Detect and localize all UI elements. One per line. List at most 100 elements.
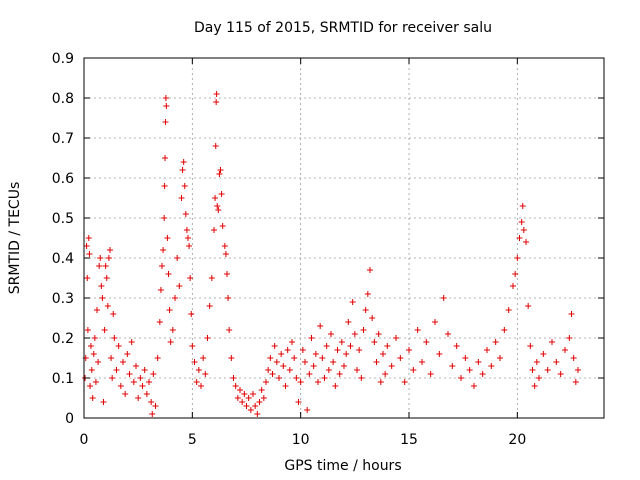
data-point xyxy=(323,343,330,349)
data-point xyxy=(225,295,232,301)
data-point xyxy=(475,359,482,365)
data-point xyxy=(512,271,519,277)
data-point xyxy=(211,227,217,233)
data-point xyxy=(440,295,447,301)
data-point xyxy=(570,355,577,361)
data-point xyxy=(471,383,477,389)
data-point xyxy=(401,379,408,385)
data-point xyxy=(293,375,300,381)
data-point xyxy=(176,283,183,289)
data-point xyxy=(161,183,168,189)
x-tick-label: 20 xyxy=(508,432,526,448)
data-point xyxy=(317,323,324,329)
data-point xyxy=(111,335,118,341)
data-point xyxy=(154,355,161,361)
y-tick-label: 0.5 xyxy=(52,211,74,227)
data-point xyxy=(198,383,204,389)
data-point xyxy=(185,235,191,241)
x-tick-label: 0 xyxy=(80,432,89,448)
x-tick-label: 10 xyxy=(292,432,310,448)
data-point xyxy=(137,375,144,381)
data-point xyxy=(228,355,235,361)
data-point xyxy=(540,351,547,357)
data-point xyxy=(189,343,196,349)
data-point xyxy=(208,275,215,281)
data-point xyxy=(347,343,354,349)
data-point xyxy=(172,295,178,301)
data-point xyxy=(518,219,525,225)
data-point xyxy=(204,335,211,341)
data-point xyxy=(179,167,186,173)
data-point xyxy=(406,347,412,353)
data-point xyxy=(212,143,219,149)
data-point xyxy=(191,359,198,365)
data-point xyxy=(216,171,223,177)
data-point xyxy=(117,383,124,389)
data-point xyxy=(141,367,148,373)
data-point xyxy=(180,159,187,165)
data-point xyxy=(202,371,209,377)
data-point xyxy=(271,343,278,349)
y-tick-label: 0.9 xyxy=(52,51,74,67)
data-point xyxy=(267,355,274,361)
data-point xyxy=(356,347,363,353)
data-point xyxy=(562,347,568,353)
x-axis-label: GPS time / hours xyxy=(284,458,401,474)
data-point xyxy=(256,399,263,405)
data-point xyxy=(243,403,250,409)
data-point xyxy=(213,99,220,105)
data-point xyxy=(182,211,189,217)
data-point xyxy=(384,343,391,349)
data-point xyxy=(501,327,508,333)
data-point xyxy=(104,303,111,309)
data-point xyxy=(304,407,311,413)
data-point xyxy=(96,263,103,269)
data-point xyxy=(146,379,152,385)
y-tick-label: 0.3 xyxy=(52,291,74,307)
data-point xyxy=(217,167,224,173)
data-point xyxy=(260,395,267,401)
data-point xyxy=(393,335,399,341)
data-point xyxy=(525,303,532,309)
data-point xyxy=(167,339,174,345)
data-point xyxy=(310,363,317,369)
data-point xyxy=(575,367,581,373)
data-point xyxy=(91,335,98,341)
data-point xyxy=(364,291,371,297)
data-point xyxy=(206,303,213,309)
data-point xyxy=(89,395,96,401)
data-point xyxy=(306,371,313,377)
data-point xyxy=(549,339,555,345)
data-point xyxy=(218,191,225,197)
data-point xyxy=(169,327,176,333)
data-point xyxy=(166,307,173,313)
data-point xyxy=(265,367,272,373)
data-point xyxy=(214,203,221,209)
data-point xyxy=(423,339,430,345)
data-point xyxy=(295,399,302,405)
data-point xyxy=(135,395,142,401)
data-point xyxy=(113,367,120,373)
data-point xyxy=(445,331,451,337)
data-point xyxy=(133,363,139,369)
data-point xyxy=(139,383,146,389)
data-point xyxy=(377,379,384,385)
data-point xyxy=(544,367,551,373)
data-point xyxy=(297,379,304,385)
data-point xyxy=(332,383,339,389)
y-axis-label: SRMTID / TECUs xyxy=(7,182,23,295)
data-point xyxy=(213,91,220,97)
data-point xyxy=(286,367,293,373)
x-tick-label: 15 xyxy=(400,432,418,448)
data-point xyxy=(188,311,195,317)
data-point xyxy=(529,367,536,373)
data-point xyxy=(162,119,169,125)
data-point xyxy=(181,183,188,189)
data-point xyxy=(449,363,456,369)
data-point xyxy=(341,363,347,369)
data-point xyxy=(453,343,460,349)
data-point xyxy=(162,95,169,101)
y-tick-label: 0.6 xyxy=(52,171,74,187)
data-point xyxy=(124,351,131,357)
y-tick-label: 0 xyxy=(65,411,74,427)
